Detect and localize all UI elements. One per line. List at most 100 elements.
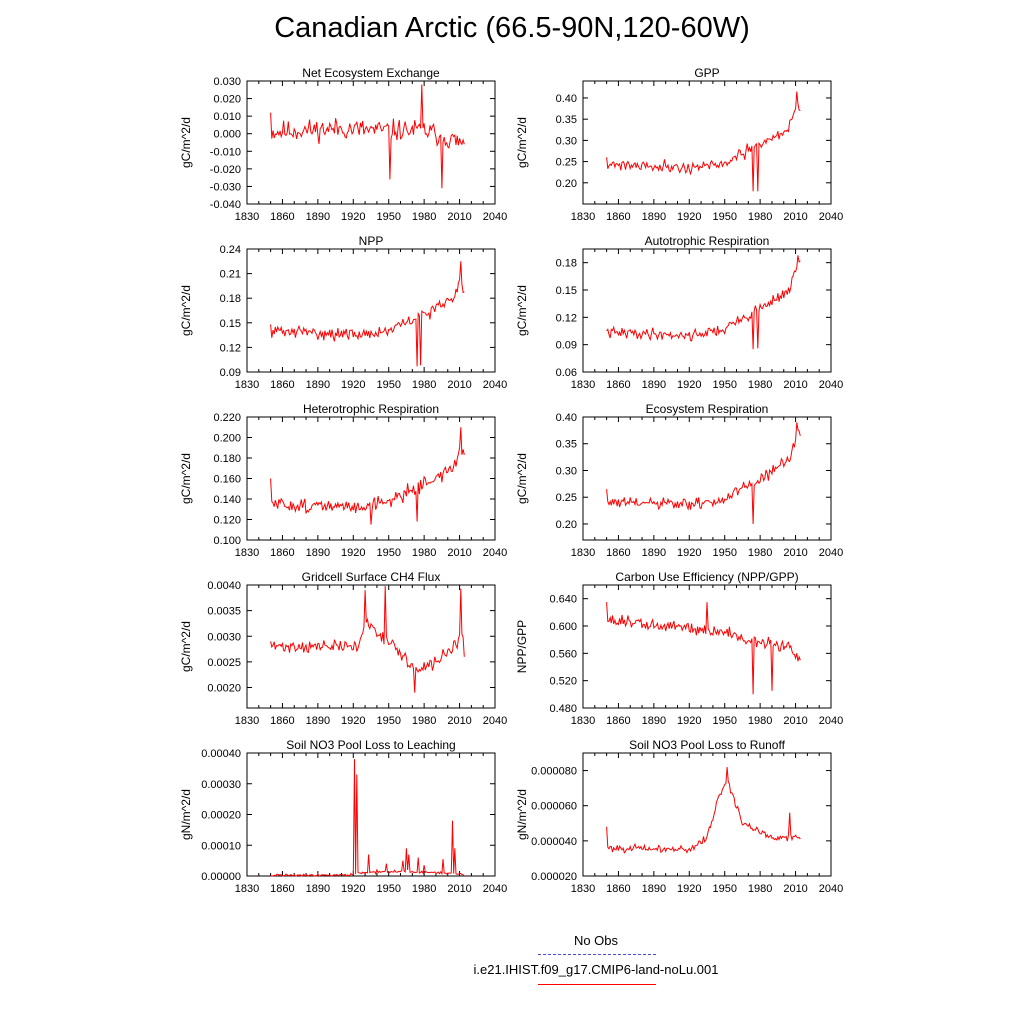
panel-title: GPP [694,66,719,80]
panel-title: Carbon Use Efficiency (NPP/GPP) [615,570,798,584]
y-tick-label: 0.24 [220,244,241,256]
y-axis-label: gN/m^2/d [515,789,529,840]
x-tick-label: 1890 [642,379,666,391]
y-tick-label: 0.25 [556,157,577,169]
series-line [270,585,465,693]
panel-3: NPP gC/m^2/d 1830 1860 1890 1920 1950 1980 2010 2… [179,234,507,391]
plot-frame [246,80,496,205]
y-tick-label: 0.000060 [531,801,577,813]
x-tick-label: 1860 [270,211,294,223]
plot-frame [246,248,496,373]
x-tick-label: 1890 [642,211,666,223]
y-tick-label: 0.000 [213,129,241,141]
series-line [270,427,465,525]
x-tick-label: 1950 [376,547,400,559]
x-tick-label: 1920 [341,211,365,223]
y-tick-label: 0.220 [213,412,241,424]
panel-title: NPP [359,234,384,248]
x-tick-label: 1980 [412,715,436,727]
y-tick-label: 0.180 [213,453,241,465]
x-tick-label: 1950 [712,379,736,391]
y-tick-label: 0.12 [220,342,241,354]
x-tick-label: 1980 [748,883,772,895]
y-tick-label: 0.0020 [207,683,241,695]
y-axis-label: gC/m^2/d [179,285,193,336]
y-tick-label: 0.18 [220,293,241,305]
y-axis-label: gC/m^2/d [515,285,529,336]
y-tick-label: 0.200 [213,433,241,445]
y-tick-label: -0.010 [210,146,241,158]
x-tick-label: 1950 [376,379,400,391]
x-tick-label: 1980 [748,715,772,727]
y-axis-label: gN/m^2/d [179,789,193,840]
legend-obs-line [538,954,656,955]
figure-title: Canadian Arctic (66.5-90N,120-60W) [274,12,750,44]
x-tick-label: 1830 [235,547,259,559]
y-axis-label: NPP/GPP [515,620,529,673]
x-tick-label: 1920 [677,883,701,895]
series-line [270,261,465,367]
y-tick-label: 0.120 [213,515,241,527]
x-tick-label: 2010 [783,883,807,895]
x-tick-label: 1920 [677,379,701,391]
x-tick-label: 1860 [606,547,630,559]
y-tick-label: 0.00030 [201,779,241,791]
y-tick-label: 0.09 [556,340,577,352]
x-tick-label: 1830 [235,883,259,895]
legend-model-line [538,984,656,985]
series-line [606,255,801,350]
y-tick-label: 0.000020 [531,871,577,883]
panel-4: Autotrophic Respiration gC/m^2/d 1830 1860 1… [515,234,843,391]
y-axis-label: gC/m^2/d [179,453,193,504]
y-tick-label: 0.12 [556,312,577,324]
x-tick-label: 1920 [677,211,701,223]
x-tick-label: 1860 [606,715,630,727]
panel-9: Soil NO3 Pool Loss to Leaching gN/m^2/d 18… [179,738,507,895]
series-line [606,767,801,854]
x-tick-label: 1920 [341,883,365,895]
y-tick-label: 0.25 [556,492,577,504]
x-tick-label: 1890 [642,715,666,727]
y-tick-label: 0.21 [220,269,241,281]
plot-frame [582,80,832,205]
panel-title: Soil NO3 Pool Loss to Leaching [286,738,455,752]
x-tick-label: 1950 [712,883,736,895]
x-tick-label: 1950 [712,715,736,727]
panel-2: GPP gC/m^2/d 1830 1860 1890 1920 1950 1980 2010 2… [515,66,843,223]
x-tick-label: 1890 [306,883,330,895]
y-tick-label: 0.40 [556,93,577,105]
y-tick-label: 0.35 [556,114,577,126]
x-tick-label: 1920 [677,547,701,559]
y-tick-label: 0.560 [549,648,577,660]
x-tick-label: 2040 [819,211,843,223]
x-tick-label: 1950 [712,211,736,223]
series-line [270,759,465,877]
y-tick-label: 0.00010 [201,840,241,852]
y-tick-label: 0.010 [213,111,241,123]
x-tick-label: 1860 [270,547,294,559]
x-tick-label: 1890 [306,547,330,559]
y-tick-label: 0.20 [556,519,577,531]
panel-title: Heterotrophic Respiration [303,402,439,416]
x-tick-label: 1830 [571,547,595,559]
x-tick-label: 2040 [819,883,843,895]
panel-title: Autotrophic Respiration [645,234,770,248]
x-tick-label: 1980 [412,379,436,391]
panel-10: Soil NO3 Pool Loss to Runoff gN/m^2/d 1830… [515,738,843,895]
y-tick-label: 0.0040 [207,580,241,592]
x-tick-label: 2010 [783,715,807,727]
y-tick-label: 0.030 [213,76,241,88]
x-tick-label: 1860 [270,883,294,895]
y-tick-label: 0.000080 [531,766,577,778]
x-tick-label: 1920 [677,715,701,727]
y-tick-label: 0.000040 [531,836,577,848]
panel-1: Net Ecosystem Exchange gC/m^2/d 1830 1860 18… [179,66,507,223]
y-tick-label: 0.06 [556,367,577,379]
x-tick-label: 1860 [606,883,630,895]
series-line [606,91,801,192]
y-tick-label: 0.20 [556,178,577,190]
x-tick-label: 2010 [783,211,807,223]
x-tick-label: 2040 [819,715,843,727]
y-tick-label: 0.00040 [201,748,241,760]
